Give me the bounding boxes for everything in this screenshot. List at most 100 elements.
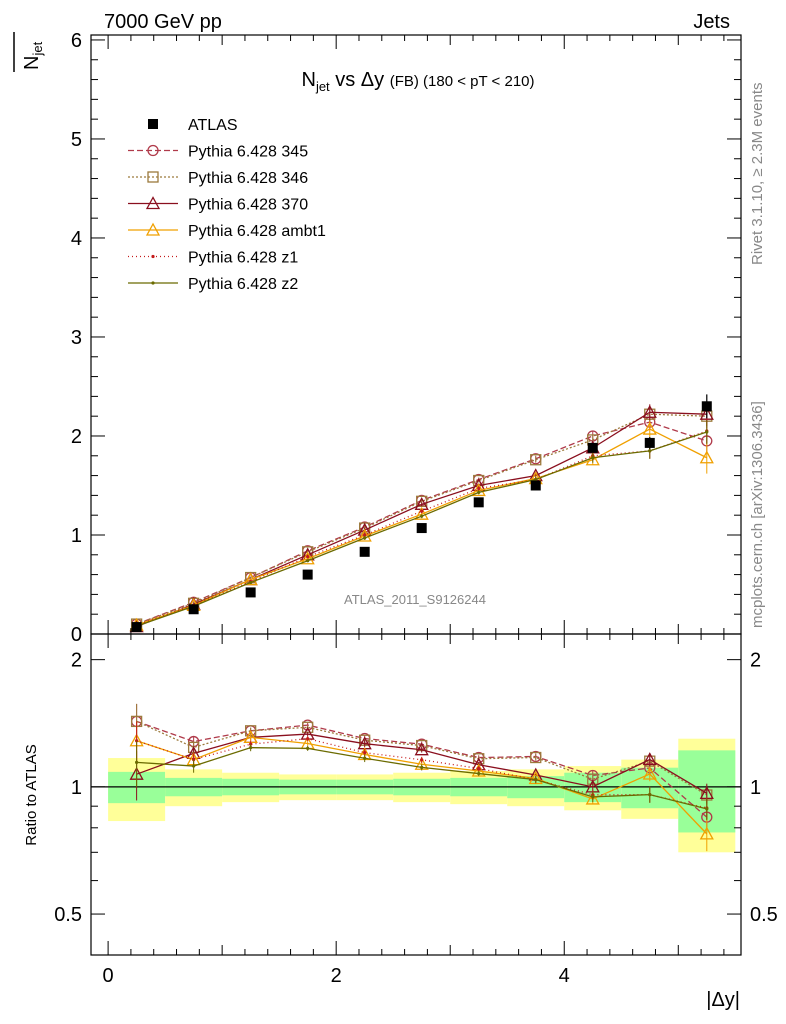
legend-label-1: Pythia 6.428 345: [188, 144, 308, 161]
atlas-point: [530, 480, 541, 491]
legend-label-6: Pythia 6.428 z2: [188, 276, 298, 293]
series-4-ratio-point: [642, 766, 657, 780]
atlas-point: [587, 442, 598, 453]
atlas-point: [188, 604, 199, 615]
series-3-main-point: [642, 404, 657, 418]
series-6-main-point: [705, 430, 709, 434]
series-6-ratio-point: [363, 756, 367, 760]
main-ylabel: Njet: [13, 32, 45, 72]
series-6-ratio-point: [420, 765, 424, 769]
series-6-ratio-point: [591, 795, 595, 799]
atlas-point: [302, 569, 313, 580]
ratio-y-tick-label-right: 2: [750, 650, 761, 672]
series-5-main-point: [306, 555, 310, 559]
atlas-point: [701, 401, 712, 412]
main-y-tick-label: 0: [71, 624, 82, 646]
legend-marker-6: [151, 281, 155, 285]
x-tick-label: 4: [559, 965, 570, 987]
series-6-ratio-point: [648, 793, 652, 797]
ratio-y-tick-label-right: 0.5: [750, 904, 778, 926]
main-ylabel-sub: jet: [30, 41, 45, 56]
series-4-main-point: [414, 506, 429, 520]
series-4-main-point: [357, 528, 372, 542]
series-6-main-point: [306, 559, 310, 563]
series-2-main-line: [136, 413, 707, 625]
series-4-main-point: [699, 450, 714, 464]
series-6-ratio-point: [306, 746, 310, 750]
series-3-ratio-point: [642, 752, 657, 766]
rivet-label: Rivet 3.1.10, ≥ 2.3M events: [749, 83, 766, 266]
series-5-ratio-point: [477, 766, 481, 771]
main-y-tick-label: 2: [71, 426, 82, 448]
legend-marker-5: [151, 254, 155, 259]
atlas-point: [131, 622, 142, 633]
series-5-main-point: [477, 486, 481, 491]
main-title: Njet vs Δy (FB) (180 < pT < 210): [301, 69, 534, 94]
series-6-ratio-point: [705, 807, 709, 811]
legend-label-5: Pythia 6.428 z1: [188, 250, 298, 267]
ratio-panel-frame: [90, 633, 742, 956]
x-tick-label: 2: [331, 965, 342, 987]
series-4-ratio-point: [585, 791, 600, 805]
series-6-ratio-point: [249, 746, 253, 750]
header-right: Jets: [693, 11, 730, 33]
ratio-ylabel: Ratio to ATLAS: [23, 744, 40, 845]
series-6-ratio-point: [477, 771, 481, 776]
mcplots-label: mcplots.cern.ch [arXiv:1306.3436]: [749, 401, 766, 628]
atlas-point: [644, 437, 655, 448]
main-y-tick-label: 6: [71, 30, 82, 52]
series-3-ratio-point: [414, 742, 429, 756]
svg-text:Njet: Njet: [21, 41, 45, 70]
series-6-ratio-point: [534, 778, 538, 782]
series-5-ratio-point: [420, 758, 424, 762]
legend-marker-atlas: [148, 119, 158, 129]
series-6-main-point: [249, 580, 253, 585]
legend-label-4: Pythia 6.428 ambt1: [188, 223, 326, 240]
ratio-y-tick-label-left: 2: [71, 650, 82, 672]
main-y-tick-label: 1: [71, 525, 82, 547]
series-5-main-point: [420, 509, 424, 513]
legend-label-3: Pythia 6.428 370: [188, 197, 308, 214]
legend-label-2: Pythia 6.428 346: [188, 170, 308, 187]
legend-label-atlas: ATLAS: [188, 117, 238, 134]
series-4-ratio-point: [699, 826, 714, 840]
legend-marker-1: [147, 144, 159, 157]
main-ylabel-main: N: [21, 56, 43, 70]
series-5-ratio-point: [363, 751, 367, 755]
atlas-point: [245, 587, 256, 598]
main-y-tick-label: 4: [71, 228, 82, 250]
legend-marker-4: [145, 222, 161, 236]
series-2-main-point: [416, 495, 428, 507]
series-5-main-point: [363, 533, 367, 537]
series-6-main-point: [477, 490, 481, 495]
legend-marker-3: [145, 196, 161, 210]
ratio-y-tick-label-left: 1: [71, 777, 82, 799]
series-6-main-point: [534, 477, 538, 482]
series-6-main-point: [420, 514, 424, 518]
series-4-main-point: [243, 572, 258, 586]
ratio-y-tick-label-left: 0.5: [54, 904, 82, 926]
watermark: ATLAS_2011_S9126244: [344, 592, 486, 607]
main-y-tick-label: 5: [71, 129, 82, 151]
series-6-main-point: [648, 449, 652, 453]
x-tick-label: 0: [103, 965, 114, 987]
ratio-y-tick-label-right: 1: [750, 777, 761, 799]
atlas-point: [416, 523, 427, 534]
series-2-ratio-point: [530, 751, 542, 764]
main-y-tick-label: 3: [71, 327, 82, 349]
series-4-main-point: [642, 421, 657, 435]
legend-marker-2: [147, 171, 159, 183]
series-2-main-point: [530, 454, 542, 466]
atlas-point: [359, 546, 370, 557]
series-4-main-point: [471, 483, 486, 497]
atlas-point: [473, 497, 484, 508]
series-6-ratio-point: [135, 760, 139, 764]
header-left: 7000 GeV pp: [104, 11, 222, 33]
series-6-ratio-point: [192, 764, 196, 768]
x-axis-label: |Δy|: [706, 989, 740, 1011]
series-6-main-point: [591, 456, 595, 460]
series-6-main-point: [363, 536, 367, 540]
series-5-ratio-point: [306, 737, 310, 741]
series-4-ratio-point: [528, 771, 543, 785]
